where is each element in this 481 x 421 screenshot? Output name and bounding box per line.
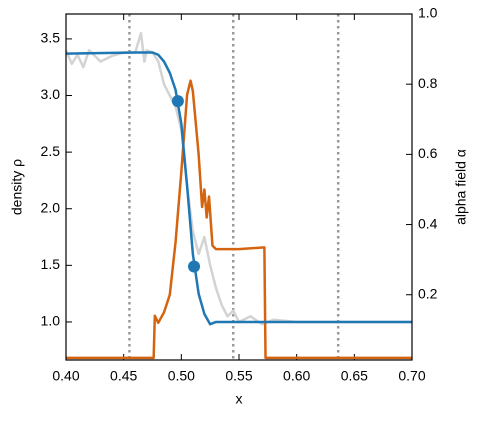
- x-tick-label: 0.70: [398, 368, 425, 384]
- x-tick-label: 0.60: [283, 368, 310, 384]
- x-tick-label: 0.40: [52, 368, 79, 384]
- y-tick-label: 1.0: [41, 313, 61, 329]
- line-series: [66, 79, 412, 360]
- y2-axis-label: alpha field α: [453, 149, 469, 225]
- x-tick-label: 0.65: [341, 368, 368, 384]
- plot-frame: [65, 13, 413, 361]
- y-tick-label: 2.0: [41, 199, 61, 215]
- point: [171, 95, 184, 108]
- y-tick-label: 2.5: [41, 143, 61, 159]
- y2-tick-label: 0.8: [418, 75, 438, 91]
- line-series: [64, 31, 412, 326]
- y2-tick-label: 0.4: [418, 215, 438, 231]
- y2-tick-label: 0.6: [418, 145, 438, 161]
- x-axis-label: x: [236, 391, 243, 407]
- x-tick-label: 0.55: [225, 368, 252, 384]
- y-tick-label: 1.5: [41, 256, 61, 272]
- x-tick-label: 0.45: [110, 368, 137, 384]
- line-series: [65, 51, 412, 326]
- y2-tick-label: 0.2: [418, 285, 438, 301]
- y-axis-label: density ρ: [9, 159, 25, 215]
- point: [188, 260, 201, 273]
- y-tick-label: 3.5: [41, 30, 61, 46]
- y-tick-label: 3.0: [41, 86, 61, 102]
- x-tick-label: 0.50: [168, 368, 195, 384]
- y2-tick-label: 1.0: [418, 5, 438, 21]
